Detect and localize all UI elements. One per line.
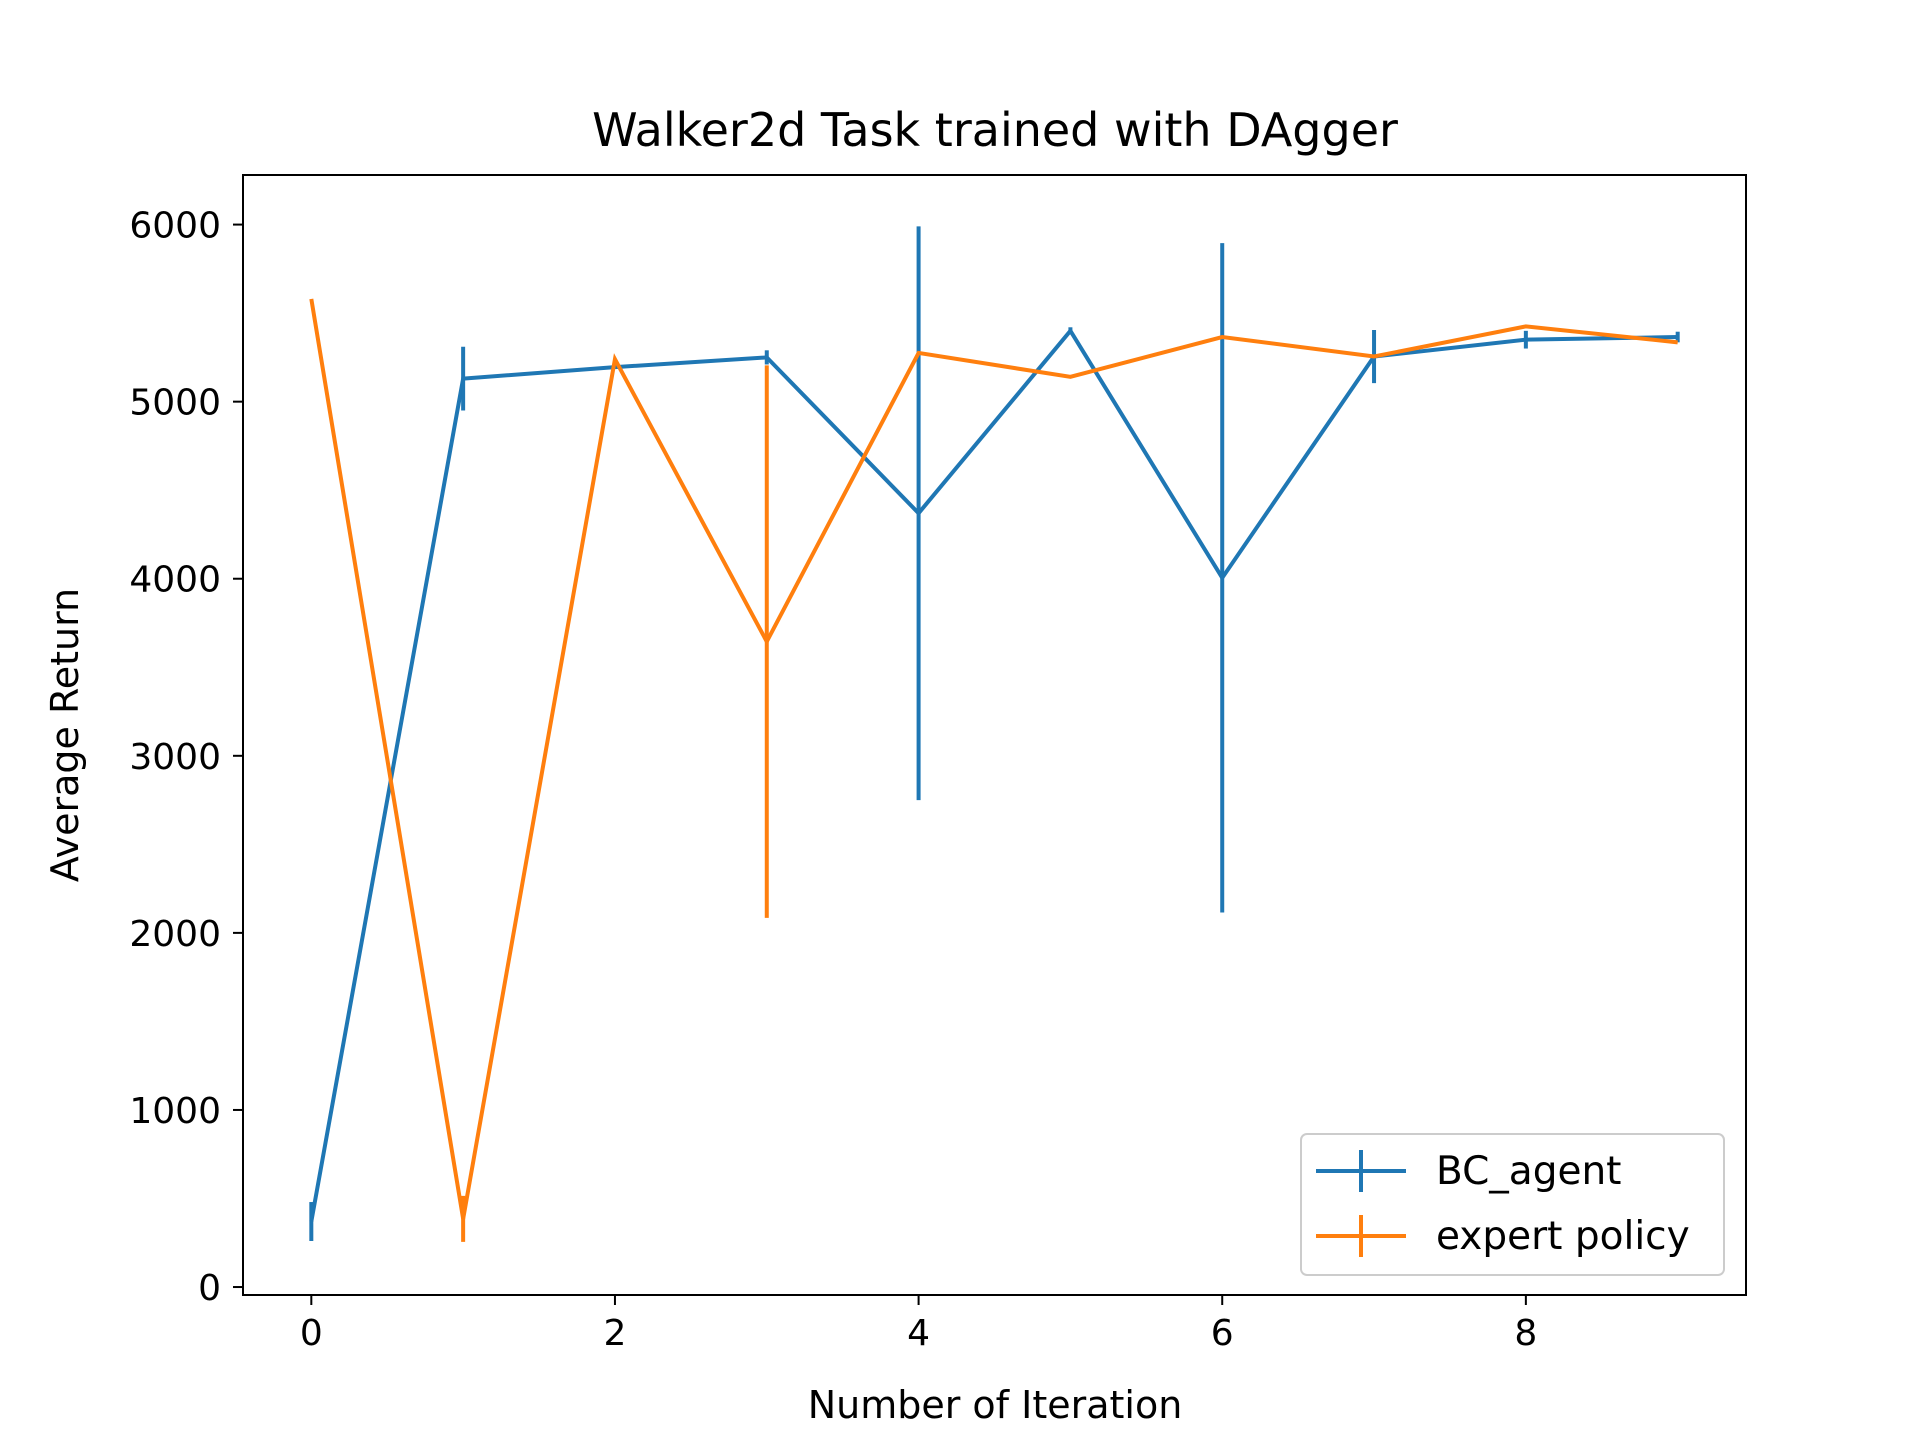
x-tick-label: 2 xyxy=(604,1313,627,1354)
x-axis-ticks: 0 2 4 6 8 xyxy=(300,1295,1537,1354)
y-axis-ticks: 0 1000 2000 3000 4000 5000 6000 xyxy=(129,206,243,1309)
x-axis-label: Number of Iteration xyxy=(808,1383,1183,1427)
y-tick-label: 0 xyxy=(198,1268,221,1309)
series-line xyxy=(309,327,1678,1222)
y-tick-label: 4000 xyxy=(129,560,221,601)
legend-entry-expert-policy: expert policy xyxy=(1316,1214,1690,1259)
y-axis-label: Average Return xyxy=(43,588,87,882)
series-line xyxy=(309,298,1678,1220)
legend-label-expert-policy: expert policy xyxy=(1436,1214,1690,1259)
legend-label-bc-agent: BC_agent xyxy=(1436,1149,1621,1194)
y-tick-label: 5000 xyxy=(129,383,221,424)
x-tick-label: 8 xyxy=(1514,1313,1537,1354)
legend: BC_agent expert policy xyxy=(1300,1133,1725,1276)
y-tick-label: 2000 xyxy=(129,914,221,955)
chart-title: Walker2d Task trained with DAgger xyxy=(592,103,1398,157)
x-tick-label: 6 xyxy=(1211,1313,1234,1354)
y-tick-label: 6000 xyxy=(129,206,221,247)
plot-frame xyxy=(242,174,1747,1296)
legend-entry-bc-agent: BC_agent xyxy=(1316,1149,1621,1194)
x-tick-label: 4 xyxy=(907,1313,930,1354)
series-bc-agent xyxy=(309,226,1680,1241)
legend-box xyxy=(1300,1133,1725,1276)
plot-marks xyxy=(309,226,1680,1242)
x-tick-label: 0 xyxy=(300,1313,323,1354)
series-expert-policy xyxy=(309,298,1678,1242)
y-tick-label: 3000 xyxy=(129,737,221,778)
y-tick-label: 1000 xyxy=(129,1091,221,1132)
